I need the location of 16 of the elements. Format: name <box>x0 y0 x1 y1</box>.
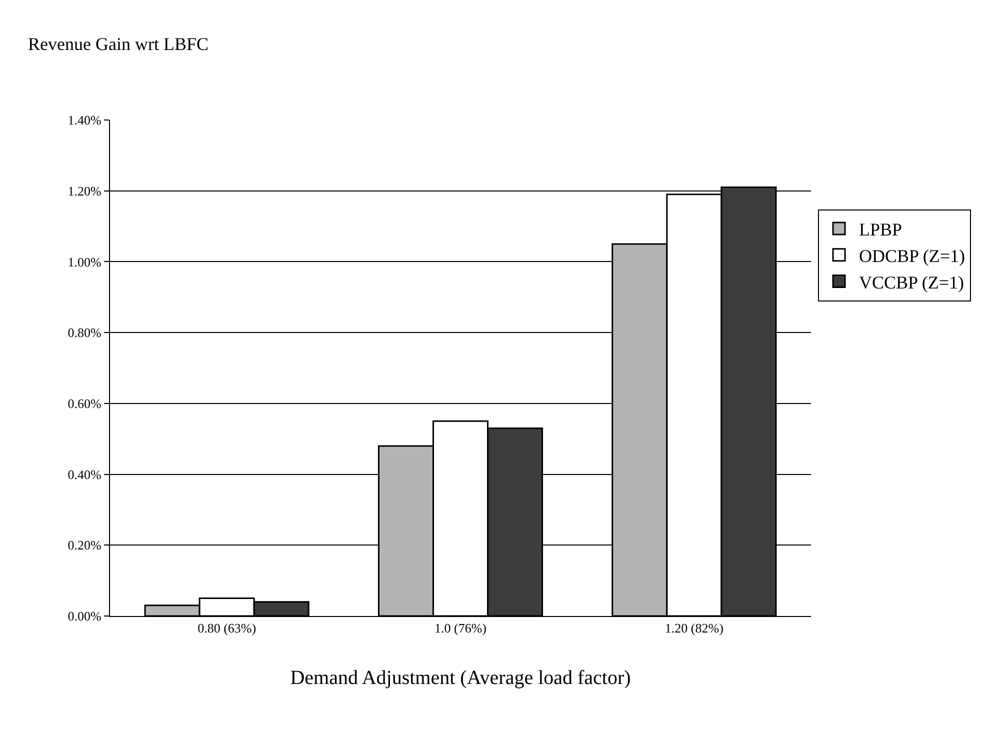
legend-label: ODCBP (Z=1) <box>859 246 966 266</box>
y-tick-label: 0.80% <box>68 325 102 340</box>
x-tick-label: 1.20 (82%) <box>664 620 724 636</box>
y-tick-label: 0.00% <box>68 608 102 624</box>
y-tick-label: 1.00% <box>68 254 102 270</box>
legend-label: LPBP <box>859 220 902 240</box>
y-axis-title: Revenue Gain wrt LBFC <box>28 34 208 54</box>
legend-label: VCCBP (Z=1) <box>859 272 964 292</box>
x-tick-label: 0.80 (63%) <box>198 620 256 636</box>
y-tick-label: 0.60% <box>68 396 102 411</box>
y-tick-label: 1.40% <box>68 112 102 128</box>
y-tick-label: 0.20% <box>68 538 102 553</box>
y-tick-label: 0.40% <box>68 466 102 482</box>
x-axis-title: Demand Adjustment (Average load factor) <box>290 667 631 690</box>
x-tick-label: 1.0 (76%) <box>434 620 486 636</box>
y-tick-label: 1.20% <box>68 183 102 198</box>
